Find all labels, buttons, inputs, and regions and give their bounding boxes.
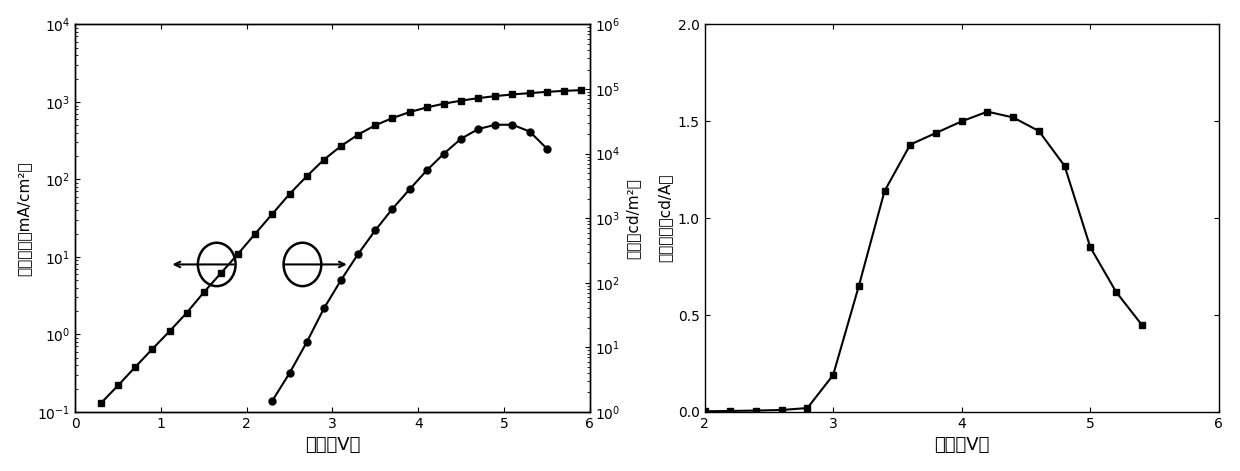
X-axis label: 电压（V）: 电压（V） (934, 436, 990, 455)
X-axis label: 电压（V）: 电压（V） (305, 436, 360, 455)
Y-axis label: 电流密度（mA/cm²）: 电流密度（mA/cm²） (16, 161, 32, 276)
Y-axis label: 亮度（cd/m²）: 亮度（cd/m²） (625, 178, 640, 259)
Y-axis label: 电流效率（cd/A）: 电流效率（cd/A） (657, 174, 672, 262)
